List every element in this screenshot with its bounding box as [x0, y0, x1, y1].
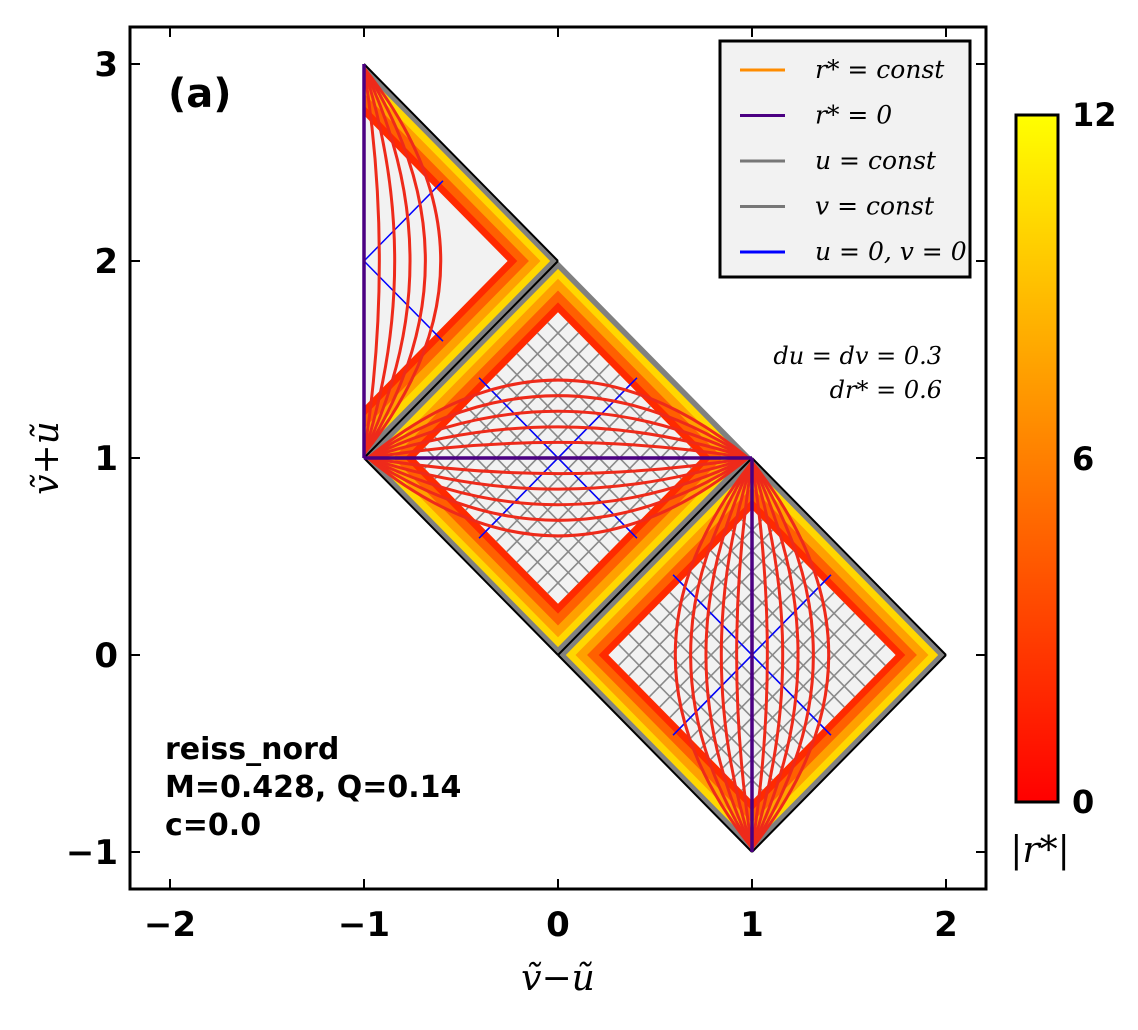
ticks-layer: −2 −1 0 1 2 −1 0 1 2 3	[66, 27, 986, 945]
model-info: reiss_nord M=0.428, Q=0.14 c=0.0	[165, 732, 461, 843]
model-params: M=0.428, Q=0.14	[165, 770, 461, 805]
r-star-const-curve	[367, 440, 749, 460]
r-star-const-curve	[689, 461, 754, 849]
panel-label: (a)	[168, 71, 232, 117]
plot-area	[362, 63, 947, 853]
boundary-line	[751, 654, 947, 853]
coordinate-grid-upper-left	[362, 67, 444, 455]
r-star-const-curve	[362, 67, 443, 455]
colorbar-tick-mid: 6	[1072, 440, 1094, 478]
boundary-line	[751, 457, 947, 656]
r-star-const-curve	[750, 461, 800, 849]
x-tick-label: 0	[546, 905, 570, 945]
coordinate-grid-middle	[366, 322, 750, 594]
model-name: reiss_nord	[165, 732, 339, 767]
r-star-const-curve	[735, 461, 754, 849]
legend-label: r* = 0	[815, 101, 892, 130]
r-star-const-curve	[367, 425, 749, 460]
r-star-const-curve	[719, 461, 754, 849]
colorbar-gradient	[1014, 113, 1060, 804]
y-tick-label: 1	[94, 439, 118, 479]
legend-label: r* = const	[815, 55, 945, 84]
boundary-line	[363, 457, 559, 656]
model-c: c=0.0	[165, 808, 261, 843]
boundary-line	[363, 63, 559, 262]
y-tick-label: −1	[66, 833, 118, 873]
x-tick-label: −2	[144, 905, 196, 945]
boundary-line	[557, 654, 753, 853]
x-tick-label: 1	[740, 905, 764, 945]
grid-lines-layer	[362, 63, 947, 853]
legend-entries: r* = const r* = 0 u = const v = const u = 0,…	[740, 55, 967, 266]
r-star-const-curve	[750, 461, 785, 849]
y-tick-label: 0	[94, 636, 118, 676]
r-star-const-curve	[367, 456, 749, 522]
v-zero-line	[363, 260, 444, 342]
r-star-const-curve	[673, 461, 754, 849]
r-star-const-curve	[366, 456, 750, 538]
boundary-line	[557, 457, 753, 656]
legend-label: u = 0, v = 0	[815, 237, 967, 266]
r-star-const-curve	[367, 394, 749, 460]
r-star-const-curve	[362, 67, 381, 455]
r-star-const-curve	[362, 67, 397, 455]
r-star-const-curve	[750, 461, 831, 849]
annotation-dr-star: dr* = 0.6	[830, 376, 942, 404]
y-tick-label: 3	[94, 45, 118, 85]
colorbar: 12 6 0 |r*|	[1010, 96, 1116, 871]
u-zero-line	[363, 180, 444, 262]
x-axis-label: ṽ−ũ	[521, 958, 595, 999]
r-star-const-curve	[750, 461, 815, 849]
legend-box	[718, 39, 972, 279]
r-star-const-curve	[362, 67, 427, 455]
r-star-zero-lines	[362, 64, 754, 852]
boundary-line	[363, 260, 559, 459]
r-star-const-curve	[367, 409, 749, 460]
r-star-const-curve	[366, 378, 750, 460]
annotations: du = dv = 0.3 dr* = 0.6	[773, 342, 942, 404]
x-tick-label: 2	[934, 905, 958, 945]
legend: r* = const r* = 0 u = const v = const u = 0,…	[718, 39, 972, 279]
legend-label: u = const	[815, 146, 937, 175]
r-star-const-curve	[367, 456, 749, 491]
r-star-const-curve	[367, 456, 749, 476]
colorbar-tick-max: 12	[1072, 96, 1117, 134]
x-tick-label: −1	[338, 905, 390, 945]
y-axis-label: ṽ+ũ	[26, 421, 67, 495]
colorbar-tick-min: 0	[1072, 783, 1094, 821]
y-tick-label: 2	[94, 242, 118, 282]
r-star-const-curve	[704, 461, 754, 849]
region-layer-5	[364, 115, 508, 407]
r-star-const-curve	[362, 67, 412, 455]
r-star-const-curve	[750, 461, 769, 849]
legend-label: v = const	[815, 192, 935, 221]
annotation-du-dv: du = dv = 0.3	[773, 342, 942, 370]
colorbar-label: |r*|	[1010, 830, 1069, 871]
r-star-const-curve	[367, 456, 749, 507]
